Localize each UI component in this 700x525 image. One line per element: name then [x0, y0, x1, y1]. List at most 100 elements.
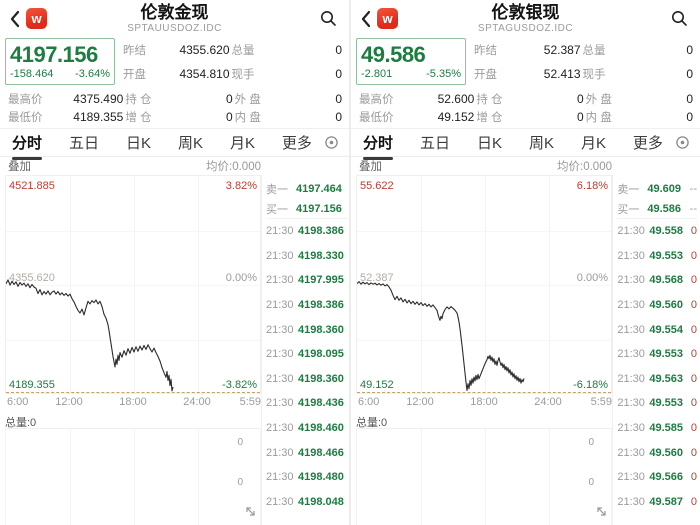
tab-周K[interactable]: 周K: [528, 135, 554, 152]
tick-time: 21:30: [266, 225, 294, 238]
gridline: [6, 340, 260, 341]
tab-周K[interactable]: 周K: [177, 135, 203, 152]
tick-row: 21:30 49.568 0: [617, 268, 697, 293]
overlay-label[interactable]: 叠加: [359, 161, 382, 173]
search-icon[interactable]: [671, 10, 688, 27]
volume-label: 总量:0: [356, 417, 388, 429]
wind-app-logo: w: [26, 8, 47, 29]
field-value: 4355.620: [179, 43, 230, 57]
volume-chart[interactable]: 0 0: [356, 428, 612, 525]
last-price: 49.586: [361, 42, 426, 67]
price-change-pct: -3.64%: [75, 68, 110, 80]
tick-row: 21:30 49.587 0: [617, 490, 697, 515]
stat-label: 最低价: [359, 112, 394, 124]
tick-time: 21:30: [617, 299, 645, 312]
quote-panel: w 伦敦银现 SPTAGUSDOZ.IDC 49.586 -2.801 -5.3…: [351, 0, 700, 525]
tick-volume: 0: [690, 446, 697, 459]
y-axis-high-price: 4521.885: [9, 180, 55, 192]
volume-chart[interactable]: 0 0: [5, 428, 261, 525]
gridline: [70, 176, 71, 393]
tick-price: 4198.330: [298, 249, 344, 262]
tick-time: 21:30: [266, 446, 294, 459]
expand-icon[interactable]: [594, 504, 609, 519]
tick-price: 49.587: [649, 495, 683, 508]
tick-time: 21:30: [617, 446, 645, 459]
stat-value: 0: [686, 110, 693, 124]
tick-row: 21:30 49.560 0: [617, 440, 697, 465]
field-value: 0: [335, 67, 342, 81]
time-tick: 5:59: [239, 396, 261, 408]
indicator-settings-icon[interactable]: [324, 135, 339, 150]
tick-time: 21:30: [617, 422, 645, 435]
tab-更多[interactable]: 更多: [281, 135, 312, 152]
tick-volume: 0: [690, 274, 697, 287]
instrument-code: SPTAUUSDOZ.IDC: [127, 23, 222, 34]
bid-label: 买一: [617, 203, 640, 216]
tab-月K[interactable]: 月K: [580, 135, 606, 152]
gridline: [357, 231, 611, 232]
tick-volume: 0: [690, 372, 697, 385]
quote-summary: 4197.156 -158.464 -3.64% 昨结 4355.620 总量 …: [5, 38, 344, 88]
tab-分时[interactable]: 分时: [361, 128, 395, 160]
tick-time: 21:30: [617, 274, 645, 287]
tick-price: 49.568: [649, 274, 683, 287]
expand-icon[interactable]: [243, 504, 258, 519]
tick-volume: 0: [690, 471, 697, 484]
tab-五日[interactable]: 五日: [68, 135, 99, 152]
gridline: [198, 176, 199, 393]
tick-list[interactable]: 卖一 4197.464 -- 买一 4197.156 -- 21:30 4198.…: [261, 175, 361, 525]
tick-price: 49.585: [649, 422, 683, 435]
tab-月K[interactable]: 月K: [229, 135, 255, 152]
tick-volume: 0: [690, 249, 697, 262]
back-icon[interactable]: [359, 9, 373, 29]
tick-time: 21:30: [266, 495, 294, 508]
chart-column: 55.622 6.18% 52.387 0.00% 49.152 -6.18% …: [351, 175, 612, 525]
gridline: [421, 429, 422, 525]
tab-日K[interactable]: 日K: [476, 135, 502, 152]
indicator-settings-icon[interactable]: [675, 135, 690, 150]
overlay-label[interactable]: 叠加: [8, 161, 31, 173]
tick-price: 49.553: [649, 348, 683, 361]
y-axis-high-pct: 6.18%: [576, 180, 608, 192]
intraday-price-chart[interactable]: 55.622 6.18% 52.387 0.00% 49.152 -6.18%: [356, 175, 612, 394]
time-axis: 6:00 12:00 18:00 24:00 5:59: [5, 394, 261, 410]
time-axis: 6:00 12:00 18:00 24:00 5:59: [356, 394, 612, 410]
last-price-box: 4197.156 -158.464 -3.64%: [5, 38, 115, 85]
price-change-pct: -5.35%: [426, 68, 461, 80]
intraday-price-chart[interactable]: 4521.885 3.82% 4355.620 0.00% 4189.355 -…: [5, 175, 261, 394]
gridline: [6, 285, 260, 286]
tab-bar: 分时 五日 日K 周K 月K 更多: [0, 128, 349, 160]
stat-value: 0: [225, 110, 233, 124]
stat-label: 最高价: [8, 94, 43, 106]
chart-header: 叠加 均价:0.000: [359, 158, 612, 175]
tick-time: 21:30: [617, 249, 645, 262]
gridline: [421, 176, 422, 393]
tick-row: 21:30 49.554 0: [617, 317, 697, 342]
search-icon[interactable]: [320, 10, 337, 27]
tick-list[interactable]: 卖一 49.609 -- 买一 49.586 -- 21:30 49.558 0 21…: [612, 175, 700, 525]
y-axis-low-price: 4189.355: [9, 379, 55, 391]
price-change: -2.801: [361, 68, 393, 80]
tab-日K[interactable]: 日K: [125, 135, 151, 152]
price-change: -158.464: [10, 68, 54, 80]
stat-label: 持 仓: [476, 94, 503, 106]
tab-分时[interactable]: 分时: [10, 128, 44, 160]
tick-time: 21:30: [266, 249, 294, 262]
tick-time: 21:30: [266, 274, 294, 287]
back-icon[interactable]: [8, 9, 22, 29]
gridline: [134, 429, 135, 525]
price-line: [6, 279, 174, 392]
y-axis-mid-price: 4355.620: [9, 272, 55, 284]
tab-五日[interactable]: 五日: [419, 135, 450, 152]
tick-volume: 0: [690, 225, 697, 238]
gridline: [70, 429, 71, 525]
quote-fields: 昨结 52.387 总量 0 开盘 52.413 现手 0: [474, 38, 695, 88]
field-label: 现手: [231, 69, 255, 81]
stat-value: 52.600: [437, 92, 475, 106]
tab-更多[interactable]: 更多: [632, 135, 663, 152]
